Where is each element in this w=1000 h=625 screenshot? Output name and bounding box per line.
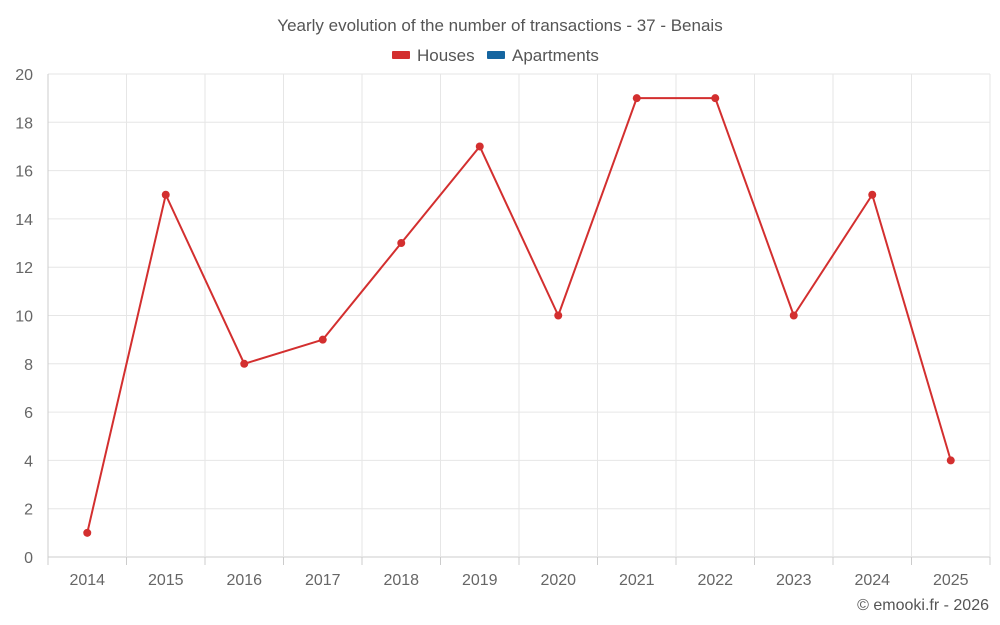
grid [47, 73, 991, 558]
y-tick-label: 8 [24, 357, 33, 374]
x-tick-label: 2025 [933, 572, 969, 589]
x-tick-label: 2014 [69, 572, 105, 589]
data-point [554, 311, 563, 320]
x-tick-label: 2015 [148, 572, 184, 589]
y-tick-label: 16 [15, 164, 33, 181]
series-layer [83, 94, 955, 537]
data-point [161, 190, 170, 199]
data-point [83, 528, 92, 537]
y-tick-label: 18 [15, 115, 33, 132]
data-point [397, 239, 406, 248]
credit-text: © emooki.fr - 2026 [857, 597, 989, 614]
legend: Houses Apartments [392, 46, 599, 65]
x-axis: 2014 2015 2016 2017 2018 2019 2020 2021 2022 2023… [47, 557, 991, 589]
y-tick-label: 12 [15, 260, 33, 277]
data-point [632, 94, 641, 103]
chart-title: Yearly evolution of the number of transa… [277, 16, 722, 35]
x-tick-label: 2023 [776, 572, 812, 589]
y-tick-label: 20 [15, 67, 33, 84]
x-tick-label: 2024 [854, 572, 890, 589]
data-point [318, 335, 327, 344]
legend-swatch-houses [392, 51, 410, 59]
y-axis: 0 2 4 6 8 10 12 14 16 18 20 [15, 67, 33, 567]
x-tick-label: 2019 [462, 572, 498, 589]
legend-swatch-apartments [487, 51, 505, 59]
legend-label-apartments: Apartments [512, 46, 599, 65]
x-tick-label: 2018 [383, 572, 419, 589]
data-point [240, 359, 249, 368]
x-tick-label: 2017 [305, 572, 341, 589]
x-tick-label: 2022 [697, 572, 733, 589]
legend-label-houses: Houses [417, 46, 475, 65]
x-tick-label: 2021 [619, 572, 655, 589]
data-point [789, 311, 798, 320]
y-tick-label: 4 [24, 453, 33, 470]
data-point [711, 94, 720, 103]
x-tick-label: 2016 [226, 572, 262, 589]
y-tick-label: 10 [15, 309, 33, 326]
data-point [475, 142, 484, 151]
y-tick-label: 0 [24, 550, 33, 567]
data-point [946, 456, 955, 465]
data-point [868, 190, 877, 199]
y-tick-label: 6 [24, 405, 33, 422]
x-tick-label: 2020 [540, 572, 576, 589]
y-tick-label: 2 [24, 502, 33, 519]
series-line-houses [86, 97, 952, 534]
y-tick-label: 14 [15, 212, 33, 229]
